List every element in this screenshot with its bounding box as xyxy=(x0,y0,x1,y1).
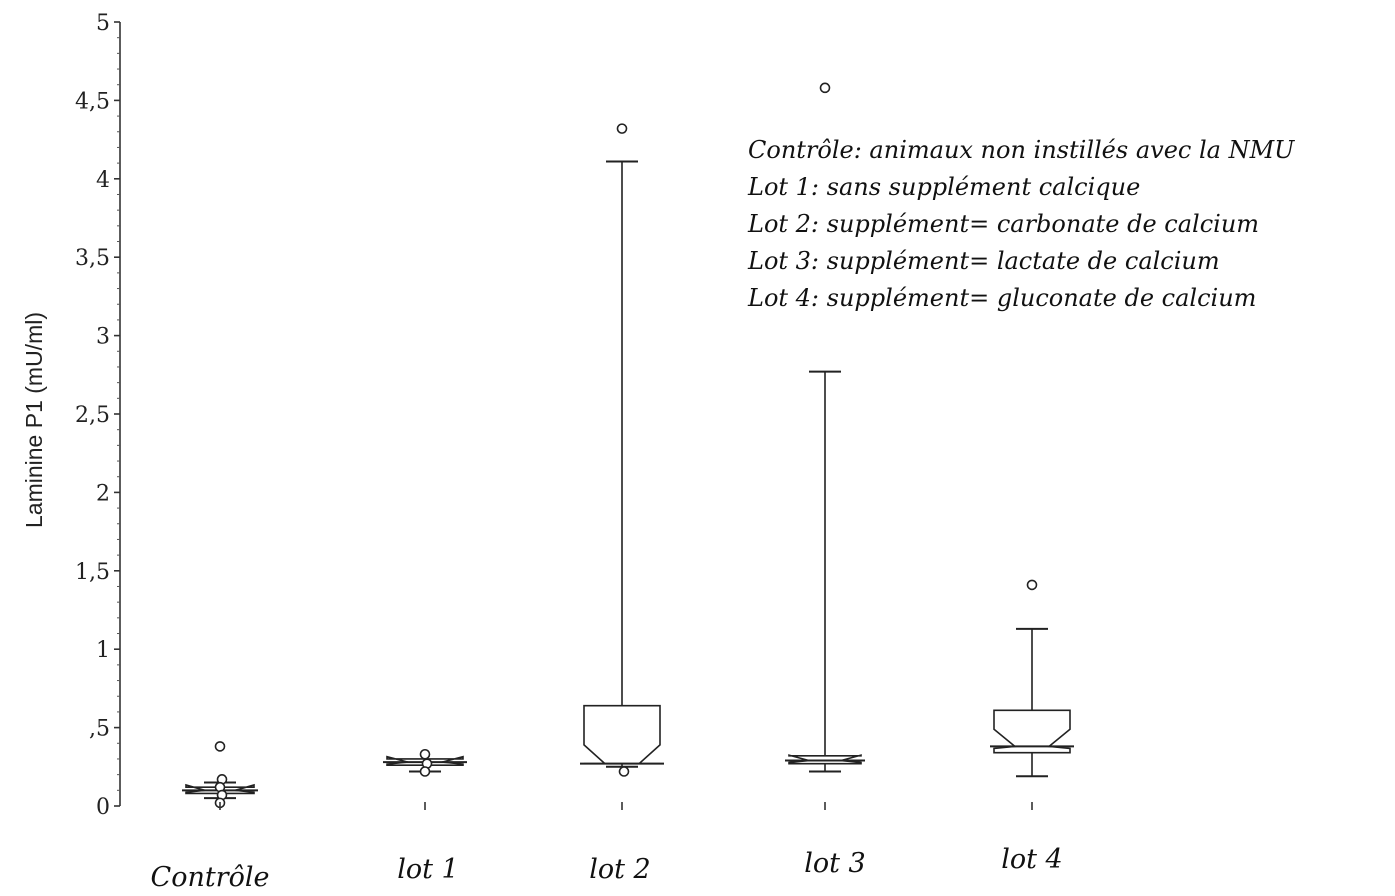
box-layer xyxy=(182,82,1074,810)
outlier-point xyxy=(419,766,431,777)
category-label: lot 1 xyxy=(397,854,459,885)
box-body xyxy=(386,755,464,767)
box-body xyxy=(583,704,661,765)
box-4 xyxy=(990,579,1074,810)
category-label: lot 3 xyxy=(804,848,866,879)
outlier-point xyxy=(618,766,630,777)
y-tick-label-9: 4,5 xyxy=(75,89,110,114)
category-label: lot 2 xyxy=(589,854,651,885)
y-axis: 0 ,5 1 1,5 2 2,5 3 3,5 4 4,5 5 xyxy=(75,11,121,820)
box-1 xyxy=(383,748,467,810)
box-2 xyxy=(580,123,664,810)
legend-entry: Lot 4: supplément= gluconate de calcium xyxy=(747,284,1256,312)
category-labels: Contrôle lot 1 lot 2 lot 3 lot 4 xyxy=(151,844,1063,893)
y-tick-label-3: 1,5 xyxy=(75,560,110,585)
y-tick-label-1: ,5 xyxy=(89,717,110,742)
box-body xyxy=(185,783,255,795)
category-label: Contrôle xyxy=(151,862,270,893)
outlier-point xyxy=(616,123,628,134)
y-tick-label-4: 2 xyxy=(96,481,110,506)
y-tick-label-6: 3 xyxy=(96,325,110,350)
box-body xyxy=(788,754,862,765)
legend-entry: Lot 1: sans supplément calcique xyxy=(747,173,1140,201)
y-tick-label-0: 0 xyxy=(96,795,110,820)
category-label: lot 4 xyxy=(1001,844,1063,875)
box-3 xyxy=(785,82,865,810)
y-tick-label-2: 1 xyxy=(96,638,110,663)
box-0 xyxy=(182,741,258,810)
y-tick-label-8: 4 xyxy=(96,168,110,193)
outlier-point xyxy=(1026,579,1038,591)
outlier-point xyxy=(819,82,831,94)
legend-entry: Contrôle: animaux non instillés avec la … xyxy=(748,136,1295,164)
y-tick-label-10: 5 xyxy=(96,11,110,36)
outlier-point xyxy=(214,741,226,752)
y-tick-label-7: 3,5 xyxy=(75,246,110,271)
box-body xyxy=(993,709,1071,754)
y-axis-label: Laminine P1 (mU/ml) xyxy=(21,312,47,528)
outlier-point xyxy=(419,748,431,760)
legend-entry: Lot 2: supplément= carbonate de calcium xyxy=(747,210,1259,238)
y-tick-label-5: 2,5 xyxy=(75,403,110,428)
legend-entry: Lot 3: supplément= lactate de calcium xyxy=(747,247,1220,275)
legend: Contrôle: animaux non instillés avec la … xyxy=(747,136,1295,312)
